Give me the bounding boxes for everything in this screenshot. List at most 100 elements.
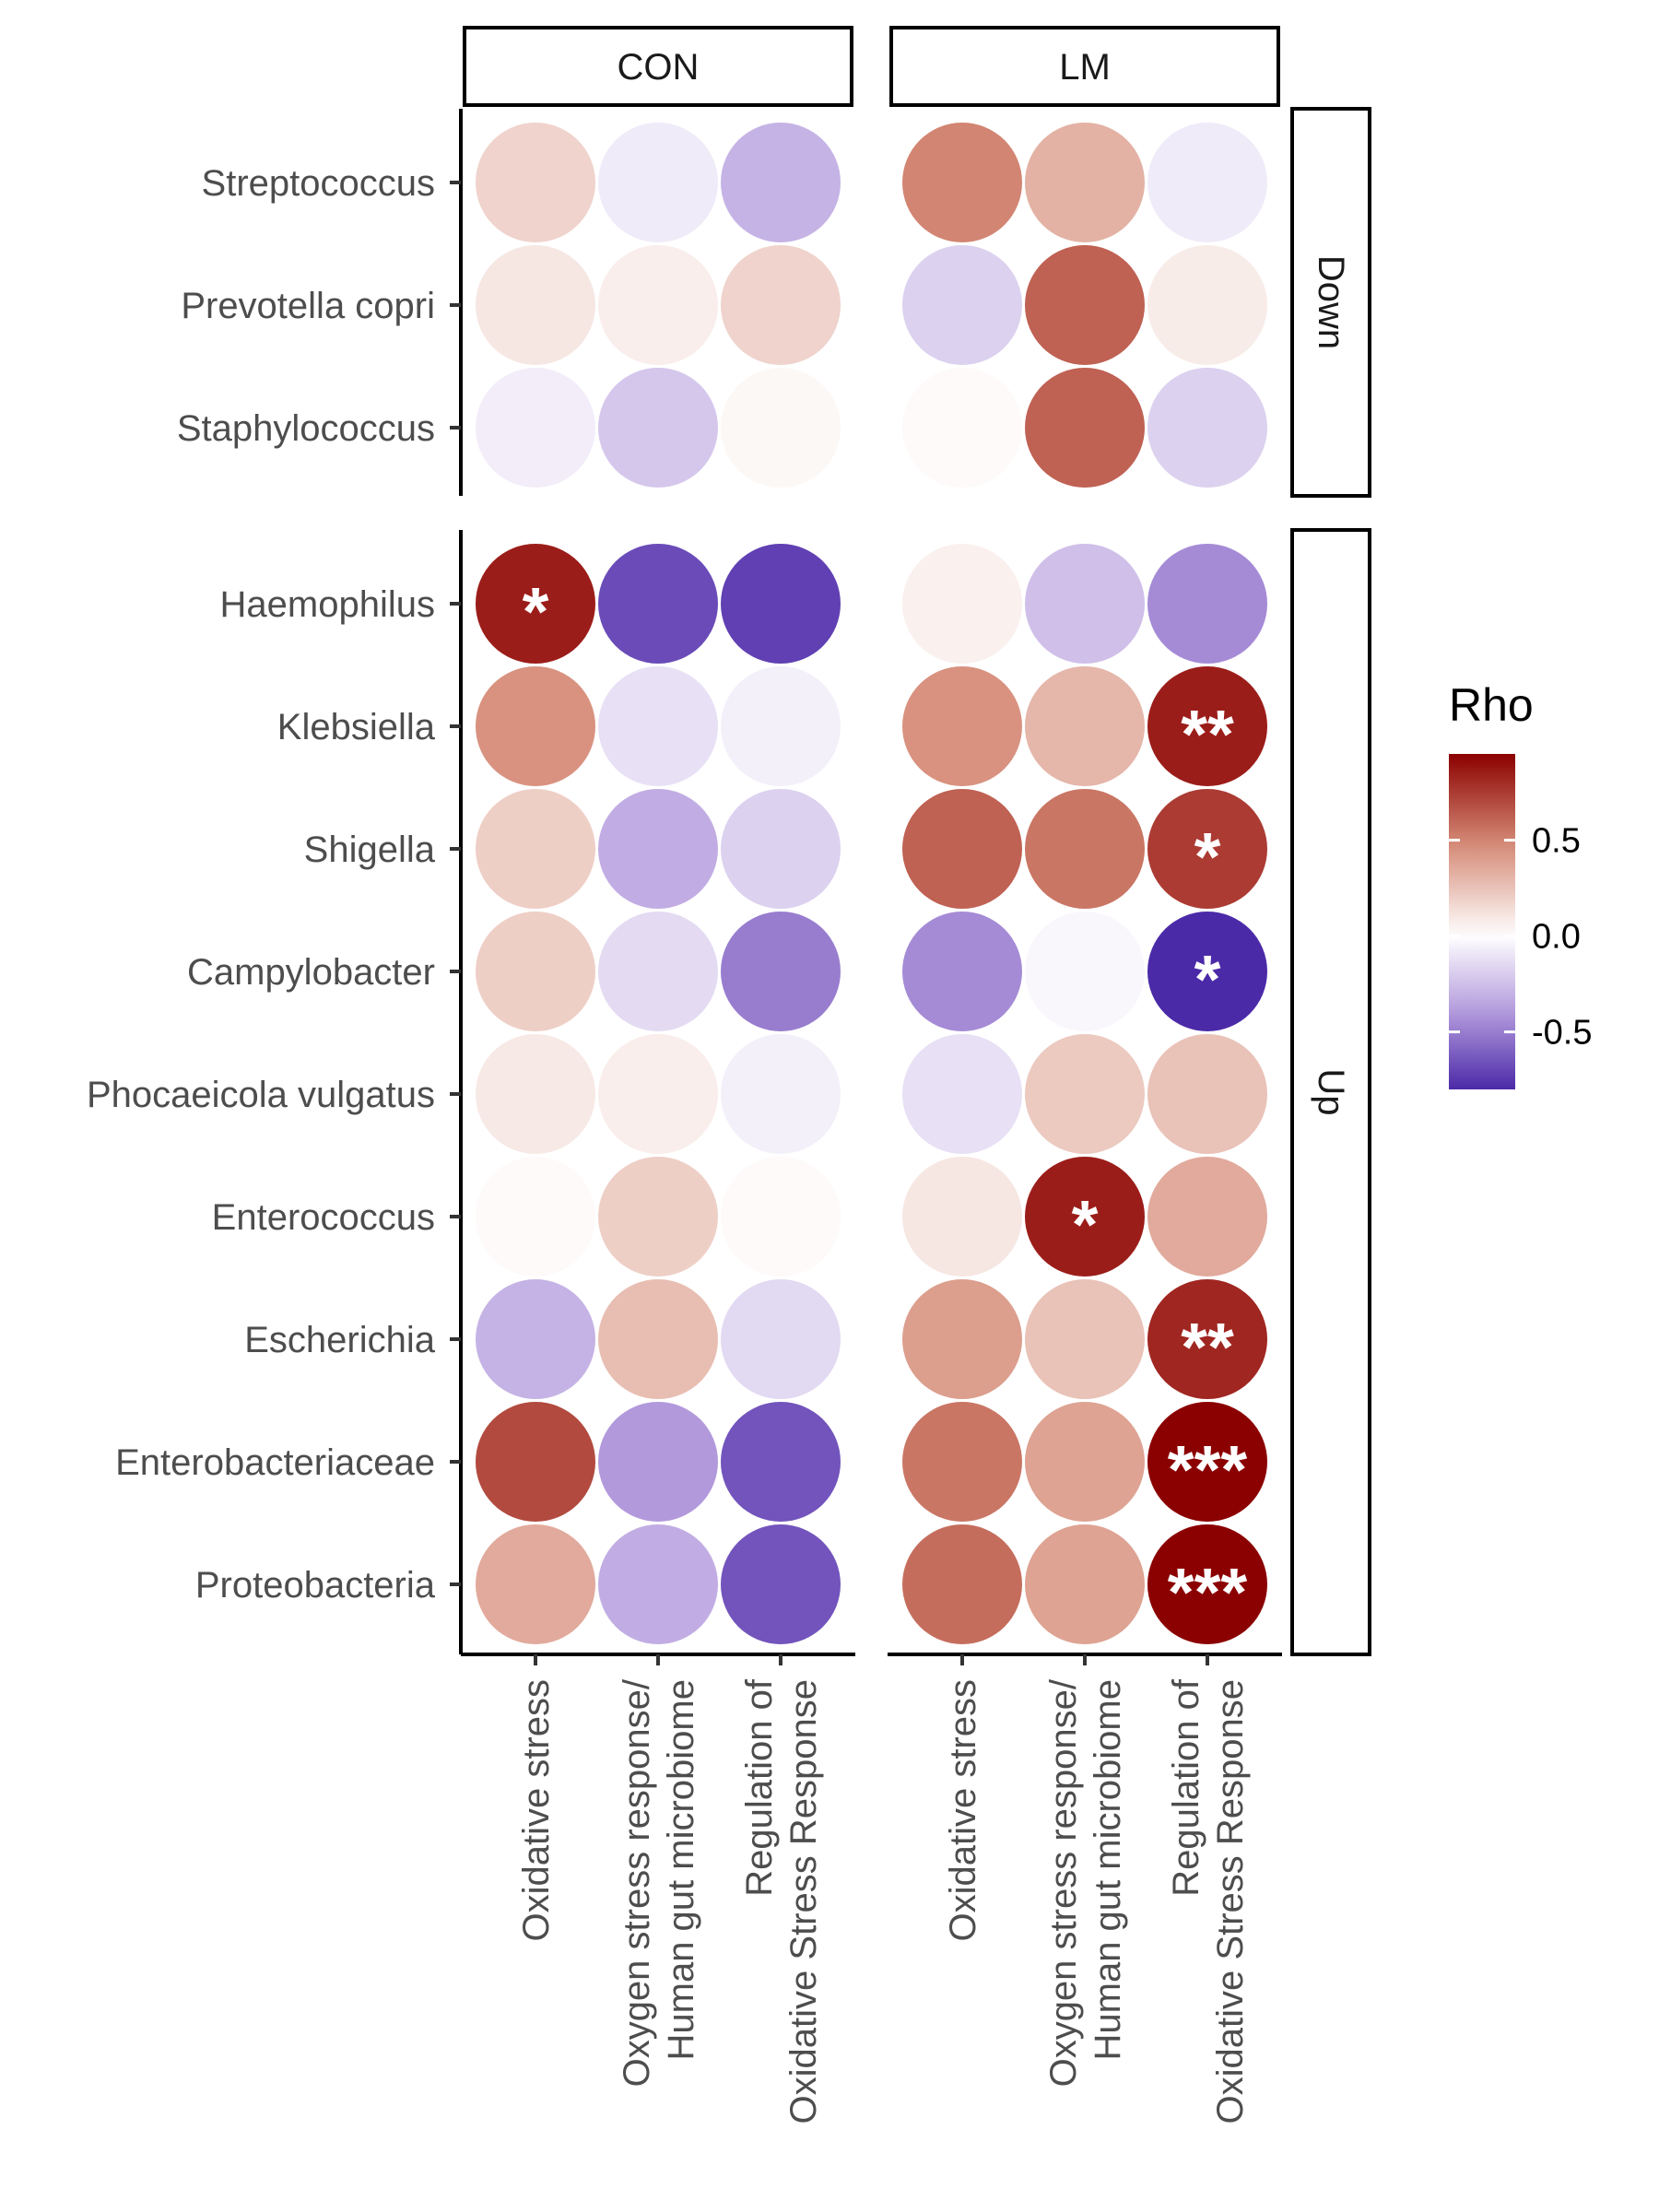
y-tick-label-klebsiella: Klebsiella (277, 707, 436, 747)
dot-con-enterobacteriaceae-col2 (598, 1402, 718, 1522)
panel-label: LM (1059, 47, 1111, 88)
dot-lm-enterobacteriaceae-col1 (902, 1402, 1022, 1522)
dot-lm-shigella-col2 (1025, 789, 1145, 909)
dot-lm-staphylococcus-col1 (902, 368, 1022, 488)
dot-con-staphylococcus-col3 (721, 368, 841, 488)
dot-con-proteobacteria-col1 (476, 1524, 595, 1644)
x-tick-label-line: Oxidative Stress Response (1210, 1679, 1251, 2124)
dot-lm-campylobacter-col2 (1025, 912, 1145, 1031)
dot-lm-escherichia-col2 (1025, 1279, 1145, 1399)
dot-con-proteobacteria-col3 (721, 1524, 841, 1644)
dot-con-klebsiella-col2 (598, 666, 718, 786)
panel-strip-con: CON (463, 26, 853, 107)
dot-con-enterococcus-col2 (598, 1157, 718, 1277)
significance-mark: *** (1168, 1554, 1248, 1630)
dot-lm-prevotella-copri-col1 (902, 245, 1022, 365)
dot-lm-streptococcus-col3 (1147, 123, 1267, 242)
x-tick-label-lm-col1: Oxidative stress (943, 1679, 983, 1942)
dot-con-campylobacter-col3 (721, 912, 841, 1031)
dot-con-haemophilus-col3 (721, 544, 841, 664)
significance-mark: * (1194, 818, 1221, 895)
significance-mark: *** (1168, 1431, 1248, 1508)
dot-con-enterococcus-col3 (721, 1157, 841, 1277)
dot-lm-prevotella-copri-col2 (1025, 245, 1145, 365)
panel-label: CON (618, 47, 700, 88)
dot-lm-enterobacteriaceae-col3 (1147, 1402, 1267, 1522)
dot-lm-klebsiella-col3 (1147, 666, 1267, 786)
row-group-strip-up: Up (1290, 528, 1371, 1656)
dot-lm-campylobacter-col3 (1147, 912, 1267, 1031)
dot-lm-streptococcus-col1 (902, 123, 1022, 242)
dot-con-phocaeicola-vulgatus-col3 (721, 1034, 841, 1154)
dot-lm-shigella-col3 (1147, 789, 1267, 909)
legend-tick-label: 0.5 (1532, 822, 1581, 861)
dot-lm-campylobacter-col1 (902, 912, 1022, 1031)
y-tick-label-enterobacteriaceae: Enterobacteriaceae (115, 1442, 435, 1483)
y-tick-label-shigella: Shigella (304, 830, 436, 870)
dot-con-escherichia-col2 (598, 1279, 718, 1399)
dot-lm-enterococcus-col3 (1147, 1157, 1267, 1277)
dot-con-escherichia-col3 (721, 1279, 841, 1399)
dot-lm-phocaeicola-vulgatus-col1 (902, 1034, 1022, 1154)
dot-con-prevotella-copri-col2 (598, 245, 718, 365)
x-tick-label-con-col1: Oxidative stress (516, 1679, 557, 1942)
dot-con-streptococcus-col2 (598, 123, 718, 242)
legend-tick-label: -0.5 (1532, 1014, 1592, 1053)
legend: Rho 0.5 0.0 -0.5 (1449, 679, 1592, 1089)
significance-mark: ** (1181, 696, 1234, 772)
dot-con-phocaeicola-vulgatus-col2 (598, 1034, 718, 1154)
significance-mark: * (1072, 1186, 1099, 1263)
dot-lm-proteobacteria-col3 (1147, 1524, 1267, 1644)
dot-lm-staphylococcus-col2 (1025, 368, 1145, 488)
dot-lm-escherichia-col1 (902, 1279, 1022, 1399)
dot-con-proteobacteria-col2 (598, 1524, 718, 1644)
y-tick-label-staphylococcus: Staphylococcus (177, 408, 435, 449)
strip-box (889, 26, 1280, 107)
x-tick-label-con-col2: Oxygen stress response/Human gut microbi… (617, 1678, 701, 2087)
dot-con-enterococcus-col1 (476, 1157, 595, 1277)
dot-con-campylobacter-col2 (598, 912, 718, 1031)
y-tick-label-prevotella-copri: Prevotella copri (181, 286, 435, 326)
panel-strip-lm: LM (889, 26, 1280, 107)
dot-con-shigella-col3 (721, 789, 841, 909)
y-tick-label-proteobacteria: Proteobacteria (195, 1565, 436, 1606)
dot-con-streptococcus-col3 (721, 123, 841, 242)
dot-lm-enterococcus-col1 (902, 1157, 1022, 1277)
strip-box (1290, 107, 1371, 498)
dot-lm-haemophilus-col3 (1147, 544, 1267, 664)
x-tick-label-line: Oxidative stress (943, 1679, 983, 1942)
dot-lm-klebsiella-col1 (902, 666, 1022, 786)
dot-con-staphylococcus-col2 (598, 368, 718, 488)
significance-mark: * (1194, 941, 1221, 1018)
dot-con-prevotella-copri-col1 (476, 245, 595, 365)
dot-lm-enterococcus-col2 (1025, 1157, 1145, 1277)
row-group-label: Down (1311, 255, 1351, 349)
dot-lm-streptococcus-col2 (1025, 123, 1145, 242)
row-group-strip-down: Down (1290, 107, 1371, 498)
strip-box (463, 26, 853, 107)
row-group-label: Up (1311, 1068, 1351, 1115)
dot-con-escherichia-col1 (476, 1279, 595, 1399)
dot-lm-prevotella-copri-col3 (1147, 245, 1267, 365)
x-tick-label-line: Regulation of (739, 1678, 780, 1897)
x-tick-label-line: Oxidative stress (516, 1679, 557, 1942)
x-tick-label-line: Human gut microbiome (661, 1679, 701, 2061)
dot-con-haemophilus-col2 (598, 544, 718, 664)
dot-con-staphylococcus-col1 (476, 368, 595, 488)
x-tick-label-line: Human gut microbiome (1088, 1679, 1128, 2061)
dot-con-enterobacteriaceae-col1 (476, 1402, 595, 1522)
x-tick-label-line: Regulation of (1166, 1678, 1206, 1897)
strip-box (1290, 528, 1371, 1656)
significance-mark: * (523, 573, 549, 650)
dot-con-campylobacter-col1 (476, 912, 595, 1031)
y-tick-label-enterococcus: Enterococcus (212, 1197, 435, 1238)
dot-con-enterobacteriaceae-col3 (721, 1402, 841, 1522)
legend-tick-label: 0.0 (1532, 918, 1581, 957)
legend-title: Rho (1449, 679, 1534, 731)
legend-colorbar (1449, 754, 1515, 1089)
y-tick-label-phocaeicola-vulgatus: Phocaeicola vulgatus (87, 1075, 435, 1115)
dot-lm-klebsiella-col2 (1025, 666, 1145, 786)
dot-lm-escherichia-col3 (1147, 1279, 1267, 1399)
dot-lm-phocaeicola-vulgatus-col2 (1025, 1034, 1145, 1154)
y-tick-label-haemophilus: Haemophilus (220, 584, 435, 625)
